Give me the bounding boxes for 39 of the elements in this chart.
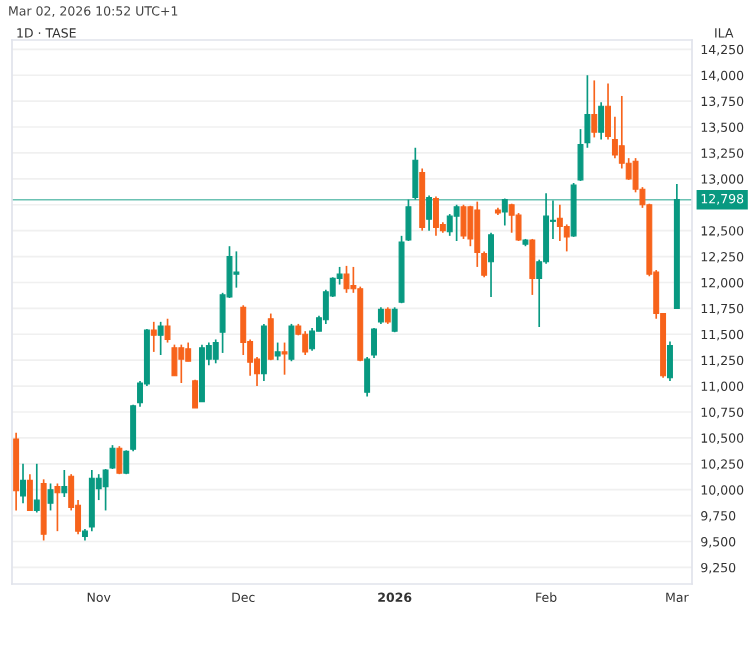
candlestick	[391, 306, 398, 334]
candlestick	[501, 197, 508, 227]
candlestick	[20, 462, 26, 505]
candlestick	[488, 231, 494, 298]
candlestick	[54, 482, 61, 532]
candlestick	[47, 482, 54, 512]
candlestick	[267, 312, 274, 362]
candlestick	[364, 356, 371, 398]
candlestick	[178, 343, 185, 384]
candlestick	[192, 379, 199, 409]
candlestick	[33, 462, 40, 514]
candlestick	[433, 195, 439, 237]
candlestick	[343, 265, 350, 294]
candlestick	[508, 202, 515, 234]
candlestick	[515, 212, 522, 242]
candlestick	[281, 341, 288, 376]
candlestick	[164, 317, 171, 344]
candlestick	[102, 468, 109, 512]
candlestick	[171, 343, 178, 377]
candlestick	[302, 330, 309, 356]
candlestick	[371, 327, 377, 359]
candlestick	[150, 321, 157, 353]
candlestick	[26, 473, 33, 512]
candlestick	[288, 323, 295, 363]
candlestick	[453, 203, 460, 242]
candlestick	[529, 238, 536, 296]
candlestick	[667, 340, 673, 382]
candlestick	[116, 445, 123, 475]
candlestick	[446, 213, 453, 237]
candlestick	[460, 203, 467, 240]
candlestick	[426, 194, 433, 232]
candlestick	[591, 79, 598, 139]
candlestick	[109, 444, 116, 470]
candlestick	[598, 101, 605, 141]
candlestick	[412, 146, 419, 201]
candlestick	[405, 198, 412, 242]
candlestick	[61, 469, 68, 498]
candlestick	[260, 323, 267, 382]
candlestick	[157, 321, 164, 356]
